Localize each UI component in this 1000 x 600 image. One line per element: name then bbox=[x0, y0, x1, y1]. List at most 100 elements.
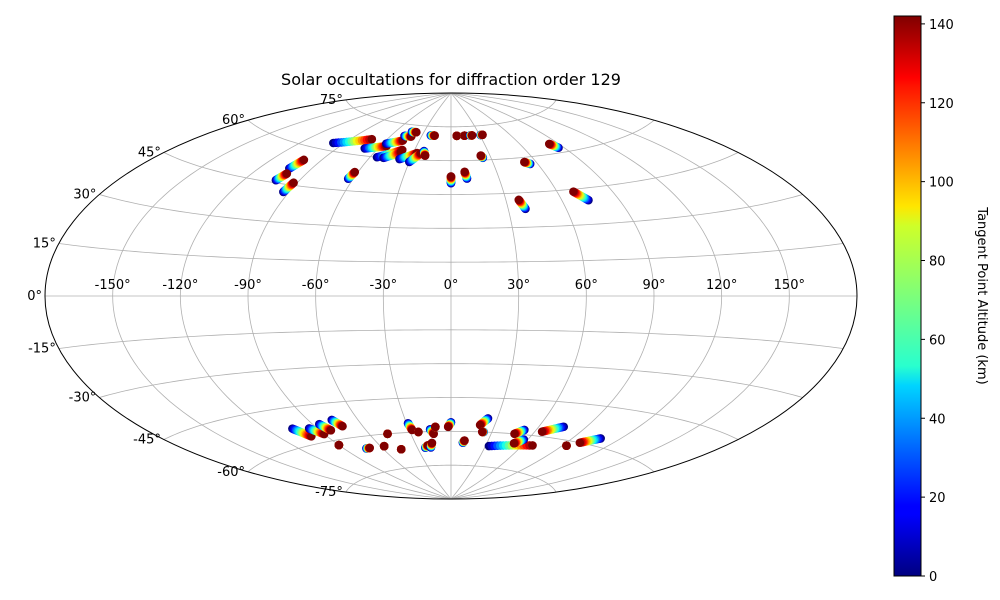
map-gridlines bbox=[45, 92, 857, 500]
track-point bbox=[467, 131, 477, 140]
occultation-track bbox=[537, 422, 569, 436]
map-boundary bbox=[44, 92, 858, 500]
latitude-tick-label: 45° bbox=[138, 145, 161, 160]
parallel-line bbox=[345, 464, 557, 493]
occultation-track bbox=[379, 441, 389, 451]
track-point bbox=[367, 134, 377, 144]
track-point bbox=[431, 422, 440, 432]
longitude-tick-label: 30° bbox=[507, 278, 530, 293]
colorbar-tick-label: 100 bbox=[929, 176, 954, 191]
colorbar-tick-label: 20 bbox=[929, 491, 946, 506]
longitude-tick-label: 90° bbox=[642, 278, 665, 293]
occultation-track bbox=[544, 139, 563, 153]
track-point bbox=[338, 421, 347, 431]
latitude-tick-label: 0° bbox=[27, 289, 42, 304]
occultation-track bbox=[510, 425, 529, 439]
track-point bbox=[520, 157, 529, 167]
colorbar-label: Tangent Point Altitude (km) bbox=[974, 206, 989, 384]
occultation-track bbox=[396, 444, 406, 454]
occultation-track bbox=[285, 155, 309, 173]
track-point bbox=[427, 438, 437, 448]
track-point bbox=[475, 420, 485, 430]
longitude-tick-label: 60° bbox=[575, 278, 598, 293]
parallel-line bbox=[345, 99, 557, 128]
track-point bbox=[562, 441, 571, 451]
parallel-line bbox=[58, 329, 844, 349]
latitude-tick-label: 60° bbox=[222, 113, 245, 128]
chart-title: Solar occultations for diffraction order… bbox=[281, 70, 621, 89]
latitude-tick-labels: -75° -60° -45° -30° -15° 0° 15° 30° 45° 60° 75° bbox=[27, 93, 343, 500]
occultation-track bbox=[329, 134, 377, 148]
longitude-tick-label: -120° bbox=[162, 278, 198, 293]
colorbar-tick-label: 80 bbox=[929, 255, 946, 270]
occultation-track bbox=[476, 151, 488, 163]
occultation-track bbox=[458, 436, 469, 448]
track-point bbox=[460, 436, 469, 445]
track-point bbox=[509, 439, 519, 448]
latitude-tick-label: -60° bbox=[217, 465, 245, 480]
track-point bbox=[544, 139, 554, 149]
longitude-tick-label: 120° bbox=[706, 278, 737, 293]
latitude-tick-label: 15° bbox=[33, 236, 56, 251]
track-point bbox=[478, 130, 487, 140]
track-point bbox=[383, 429, 392, 439]
occultation-track bbox=[271, 169, 292, 185]
longitude-tick-label: -30° bbox=[369, 278, 397, 293]
parallel-line bbox=[163, 397, 739, 440]
occultation-track bbox=[460, 167, 472, 183]
colorbar-tick-label: 140 bbox=[929, 18, 954, 33]
track-point bbox=[350, 167, 360, 177]
longitude-tick-label: -90° bbox=[234, 278, 262, 293]
longitude-tick-label: 0° bbox=[444, 278, 459, 293]
longitude-tick-label: 150° bbox=[774, 278, 805, 293]
track-point bbox=[289, 178, 298, 188]
track-point bbox=[379, 441, 389, 451]
occultation-track bbox=[334, 440, 344, 450]
colorbar-ticks: 0 20 40 60 80 100 120 140 bbox=[921, 18, 954, 585]
parallel-line bbox=[247, 430, 655, 473]
track-point bbox=[477, 427, 487, 437]
track-point bbox=[420, 151, 430, 161]
latitude-tick-label: 75° bbox=[320, 93, 343, 108]
occultation-track bbox=[514, 195, 530, 214]
parallel-line bbox=[99, 194, 803, 229]
occultation-track bbox=[476, 130, 487, 140]
occultation-track bbox=[477, 427, 488, 437]
occultation-track bbox=[407, 127, 421, 137]
occultation-track bbox=[327, 415, 347, 431]
parallel-line bbox=[99, 363, 803, 398]
occultation-track bbox=[509, 435, 529, 448]
latitude-tick-label: -75° bbox=[315, 485, 343, 500]
colorbar-tick-label: 0 bbox=[929, 570, 937, 585]
parallel-line bbox=[247, 119, 655, 162]
track-point bbox=[528, 441, 537, 450]
latitude-tick-label: 30° bbox=[73, 188, 96, 203]
occultation-track bbox=[288, 424, 316, 441]
track-point bbox=[326, 426, 336, 435]
occultation-track bbox=[562, 441, 571, 451]
occultation-track bbox=[419, 146, 430, 161]
track-point bbox=[334, 440, 344, 450]
latitude-tick-label: -15° bbox=[28, 342, 56, 357]
track-point bbox=[510, 429, 519, 439]
occultation-track bbox=[520, 157, 535, 169]
longitude-tick-label: -60° bbox=[302, 278, 330, 293]
track-point bbox=[430, 131, 439, 140]
track-point bbox=[537, 427, 547, 436]
occultation-track bbox=[569, 187, 593, 205]
track-point bbox=[429, 429, 439, 439]
occultation-track bbox=[383, 429, 392, 439]
track-point bbox=[414, 427, 423, 437]
track-point bbox=[299, 155, 309, 165]
occultation-track bbox=[475, 414, 493, 430]
latitude-tick-label: -45° bbox=[133, 433, 161, 448]
occultation-track bbox=[343, 167, 360, 184]
occultation-track bbox=[426, 438, 437, 452]
track-point bbox=[412, 127, 421, 137]
track-point bbox=[443, 422, 453, 432]
occultation-track bbox=[465, 131, 477, 140]
parallel-line bbox=[58, 243, 844, 263]
occultation-track bbox=[379, 147, 406, 163]
colorbar: 0 20 40 60 80 100 120 140 Tangent Point Altitud… bbox=[893, 15, 989, 585]
track-point bbox=[476, 151, 486, 160]
